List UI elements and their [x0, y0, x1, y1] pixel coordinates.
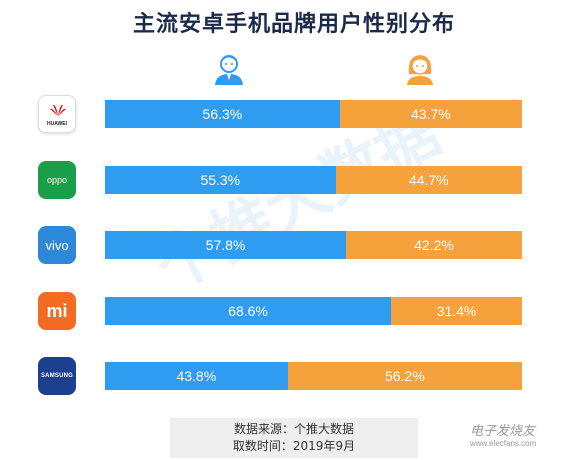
samsung-logo-text: SAMSUNG: [40, 373, 74, 379]
site-watermark: 电子发烧友 www.elecfans.com: [470, 420, 536, 448]
bar-row-oppo: 55.3% 44.7%: [105, 166, 522, 194]
female-value-label: 44.7%: [408, 172, 449, 188]
female-value-label: 43.7%: [411, 106, 451, 122]
male-bar-segment: 68.6%: [105, 297, 392, 325]
male-value-label: 55.3%: [200, 172, 241, 188]
female-bar-segment: 31.4%: [391, 297, 522, 325]
female-bar-segment: 56.2%: [287, 362, 522, 390]
bar-row-huawei: 56.3% 43.7%: [105, 100, 522, 128]
female-bar-segment: 44.7%: [335, 166, 522, 194]
mi-icon: mi: [38, 292, 76, 330]
vivo-logo-text: vivo: [45, 237, 69, 253]
huawei-logo-text: HUAWEI: [47, 121, 67, 127]
male-bar-segment: 43.8%: [105, 362, 288, 390]
bar-row-mi: 68.6% 31.4%: [105, 297, 522, 325]
male-value-label: 68.6%: [228, 303, 268, 319]
data-source-note: 数据来源：个推大数据 取数时间：2019年9月: [170, 418, 418, 458]
chart-title: 主流安卓手机品牌用户性别分布: [132, 12, 455, 37]
mi-logo-text: mi: [46, 300, 68, 321]
male-bar-segment: 56.3%: [105, 100, 340, 128]
site-url: www.elecfans.com: [470, 439, 537, 448]
male-value-label: 43.8%: [176, 368, 217, 384]
oppo-icon: oppo: [38, 161, 76, 199]
source-line: 数据来源：个推大数据: [233, 422, 354, 436]
female-user-icon: [407, 55, 433, 85]
male-value-label: 57.8%: [205, 237, 246, 253]
oppo-logo-text: oppo: [46, 175, 68, 185]
female-value-label: 42.2%: [414, 237, 454, 253]
male-bar-segment: 57.8%: [105, 231, 347, 259]
female-value-label: 31.4%: [436, 303, 477, 319]
male-value-label: 56.3%: [202, 106, 243, 122]
female-bar-segment: 43.7%: [339, 100, 522, 128]
female-value-label: 56.2%: [384, 368, 425, 384]
huawei-petal-icon: [50, 104, 66, 116]
date-line: 取数时间：2019年9月: [232, 439, 356, 453]
vivo-icon: vivo: [38, 226, 76, 264]
male-bar-segment: 55.3%: [105, 166, 336, 194]
bar-row-samsung: 43.8% 56.2%: [105, 362, 522, 390]
male-user-icon: [215, 55, 243, 85]
samsung-icon: SAMSUNG: [38, 357, 76, 395]
bar-row-vivo: 57.8% 42.2%: [105, 231, 522, 259]
huawei-icon: HUAWEI: [38, 95, 76, 133]
site-name: 电子发烧友: [470, 424, 536, 439]
female-bar-segment: 42.2%: [346, 231, 522, 259]
